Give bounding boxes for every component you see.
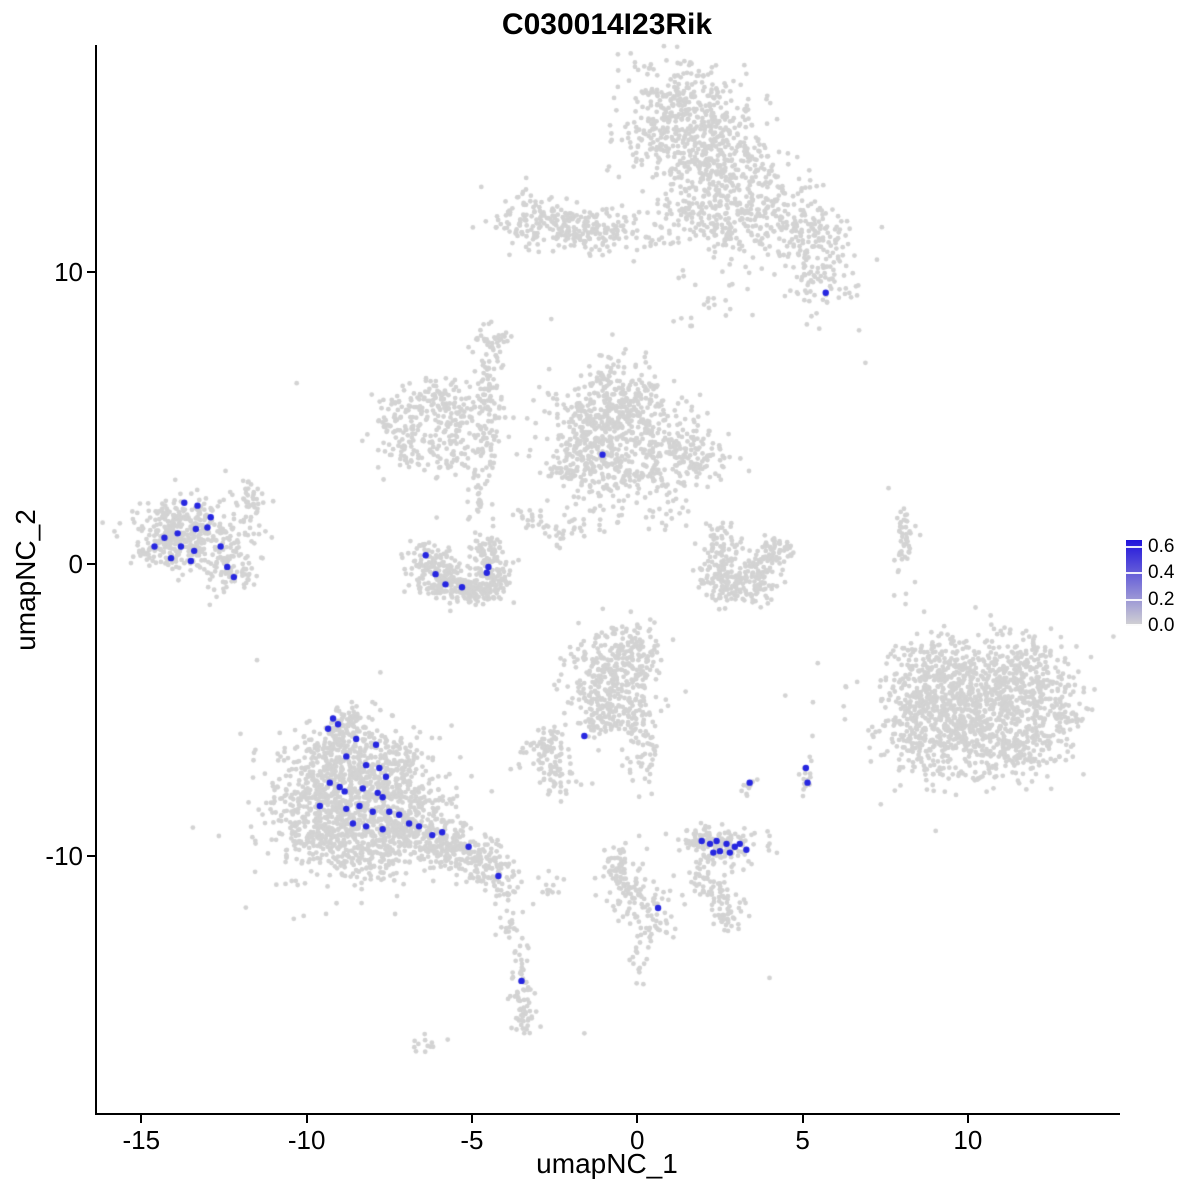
color-legend: 0.6 0.4 0.2 0.0 [1126,535,1200,640]
x-tick-label: 0 [630,1125,645,1155]
x-tick-label: 10 [953,1125,983,1155]
x-tick-mark [966,1115,969,1123]
plot-title: C030014I23Rik [501,8,713,41]
x-tick-mark [801,1115,804,1123]
legend-tick-label: 0.4 [1148,562,1175,584]
y-axis-label: umapNC_2 [10,509,41,651]
x-tick-mark [470,1115,473,1123]
x-tick-label: -10 [287,1125,326,1155]
y-tick-mark [87,562,95,565]
legend-tick-label: 0.0 [1148,615,1175,636]
x-tick-mark [305,1115,308,1123]
x-tick-mark [636,1115,639,1123]
x-axis-label: umapNC_1 [536,1148,678,1179]
legend-gradient-bar [1126,540,1142,626]
legend-tick-label: 0.2 [1148,588,1175,610]
y-tick-label: 10 [54,257,83,288]
legend-tick-mark [1126,624,1142,626]
legend-tick-mark [1126,598,1142,601]
x-tick-mark [140,1115,143,1123]
y-tick-mark [87,271,95,274]
y-tick-label: 0 [68,548,83,579]
legend-tick-mark [1126,572,1142,575]
x-tick-label: -15 [122,1125,161,1155]
x-tick-label: 5 [795,1125,810,1155]
legend-tick-label: 0.6 [1148,535,1175,557]
legend-tick-mark [1126,545,1142,548]
plot-panel [95,45,1120,1115]
y-tick-mark [87,854,95,857]
y-tick-label: -10 [45,840,83,871]
x-tick-label: -5 [460,1125,484,1155]
